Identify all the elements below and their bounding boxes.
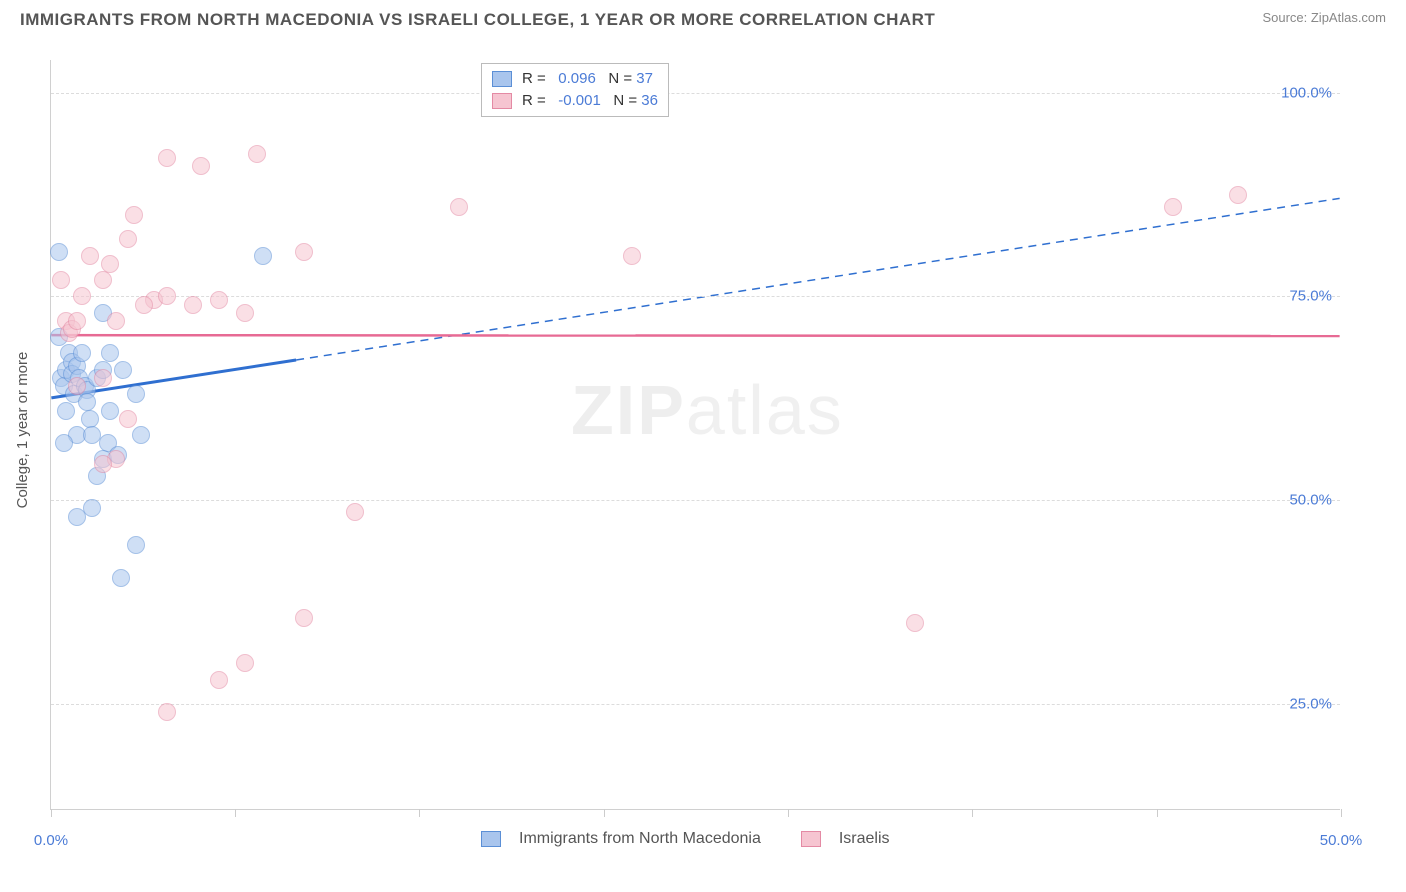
r-label: R = — [522, 90, 558, 112]
scatter-point-israelis — [101, 255, 119, 273]
legend-swatch — [801, 831, 821, 847]
scatter-point-macedonia — [132, 426, 150, 444]
series-legend-item: Israelis — [801, 830, 890, 848]
scatter-point-israelis — [295, 243, 313, 261]
scatter-point-macedonia — [254, 247, 272, 265]
y-tick-label: 75.0% — [1289, 288, 1332, 305]
legend-swatch — [481, 831, 501, 847]
trend-line-israelis-solid — [51, 335, 1339, 336]
series-legend-label: Immigrants from North Macedonia — [519, 830, 761, 848]
scatter-point-israelis — [346, 503, 364, 521]
gridline-h — [51, 296, 1340, 297]
scatter-point-macedonia — [127, 536, 145, 554]
scatter-plot-area: ZIPatlas 25.0%50.0%75.0%100.0%0.0%50.0%R… — [50, 60, 1340, 810]
legend-swatch — [492, 71, 512, 87]
y-tick-label: 100.0% — [1281, 84, 1332, 101]
scatter-point-israelis — [94, 369, 112, 387]
source-name: ZipAtlas.com — [1311, 10, 1386, 25]
correlation-legend-row: R = -0.001 N = 36 — [492, 90, 658, 112]
x-tick — [604, 809, 605, 817]
scatter-point-israelis — [73, 287, 91, 305]
x-tick — [419, 809, 420, 817]
series-legend: Immigrants from North Macedonia Israelis — [481, 830, 890, 848]
scatter-point-israelis — [295, 609, 313, 627]
x-tick — [1157, 809, 1158, 817]
series-legend-item: Immigrants from North Macedonia — [481, 830, 761, 848]
scatter-point-israelis — [248, 145, 266, 163]
scatter-point-macedonia — [114, 361, 132, 379]
n-label: N = — [601, 90, 641, 112]
gridline-h — [51, 93, 1340, 94]
scatter-point-israelis — [119, 230, 137, 248]
source-prefix: Source: — [1262, 10, 1310, 25]
scatter-point-israelis — [906, 614, 924, 632]
source-attribution: Source: ZipAtlas.com — [1262, 10, 1386, 25]
scatter-point-macedonia — [55, 434, 73, 452]
x-tick — [1341, 809, 1342, 817]
scatter-point-macedonia — [78, 393, 96, 411]
scatter-point-israelis — [450, 198, 468, 216]
scatter-point-israelis — [184, 296, 202, 314]
scatter-point-macedonia — [73, 344, 91, 362]
scatter-point-israelis — [623, 247, 641, 265]
scatter-point-israelis — [94, 455, 112, 473]
scatter-point-macedonia — [101, 402, 119, 420]
scatter-point-macedonia — [127, 385, 145, 403]
scatter-point-macedonia — [68, 508, 86, 526]
scatter-point-israelis — [158, 149, 176, 167]
x-tick — [972, 809, 973, 817]
correlation-legend: R = 0.096 N = 37R = -0.001 N = 36 — [481, 63, 669, 117]
scatter-point-israelis — [94, 271, 112, 289]
trend-lines-svg — [51, 60, 1340, 809]
x-tick — [235, 809, 236, 817]
scatter-point-macedonia — [50, 243, 68, 261]
watermark-bold: ZIP — [571, 371, 686, 449]
scatter-point-macedonia — [112, 569, 130, 587]
n-value: 36 — [641, 90, 658, 112]
scatter-point-israelis — [119, 410, 137, 428]
r-value: -0.001 — [558, 90, 601, 112]
scatter-point-israelis — [192, 157, 210, 175]
x-tick — [51, 809, 52, 817]
r-label: R = — [522, 68, 558, 90]
watermark-thin: atlas — [686, 371, 844, 449]
scatter-point-israelis — [68, 377, 86, 395]
x-tick — [788, 809, 789, 817]
x-tick-label-min: 0.0% — [34, 832, 68, 849]
scatter-point-israelis — [158, 703, 176, 721]
correlation-legend-row: R = 0.096 N = 37 — [492, 68, 658, 90]
scatter-point-macedonia — [57, 402, 75, 420]
series-legend-label: Israelis — [839, 830, 890, 848]
scatter-point-israelis — [107, 312, 125, 330]
scatter-point-israelis — [1164, 198, 1182, 216]
gridline-h — [51, 500, 1340, 501]
gridline-h — [51, 704, 1340, 705]
header: IMMIGRANTS FROM NORTH MACEDONIA VS ISRAE… — [0, 0, 1406, 30]
chart-title: IMMIGRANTS FROM NORTH MACEDONIA VS ISRAE… — [20, 10, 935, 30]
y-tick-label: 50.0% — [1289, 492, 1332, 509]
scatter-point-israelis — [68, 312, 86, 330]
legend-swatch — [492, 93, 512, 109]
n-value: 37 — [636, 68, 653, 90]
scatter-point-israelis — [81, 247, 99, 265]
scatter-point-macedonia — [83, 499, 101, 517]
scatter-point-israelis — [210, 671, 228, 689]
r-value: 0.096 — [558, 68, 596, 90]
y-tick-label: 25.0% — [1289, 696, 1332, 713]
trend-line-macedonia-dashed — [296, 198, 1340, 360]
scatter-point-macedonia — [101, 344, 119, 362]
scatter-point-israelis — [125, 206, 143, 224]
scatter-point-israelis — [158, 287, 176, 305]
y-axis-label: College, 1 year or more — [14, 352, 31, 509]
scatter-point-israelis — [135, 296, 153, 314]
scatter-point-israelis — [52, 271, 70, 289]
scatter-point-israelis — [236, 304, 254, 322]
scatter-point-israelis — [210, 291, 228, 309]
scatter-point-macedonia — [81, 410, 99, 428]
n-label: N = — [596, 68, 636, 90]
watermark: ZIPatlas — [571, 370, 844, 450]
x-tick-label-max: 50.0% — [1320, 832, 1363, 849]
scatter-point-israelis — [236, 654, 254, 672]
scatter-point-israelis — [1229, 186, 1247, 204]
